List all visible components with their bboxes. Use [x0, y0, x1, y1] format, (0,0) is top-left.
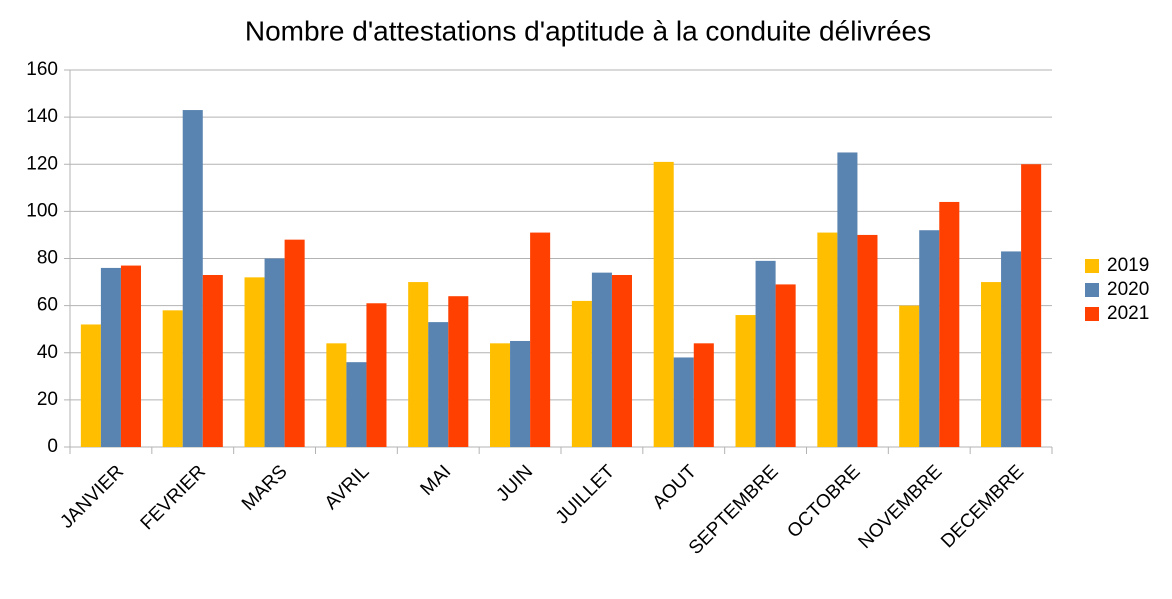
bar [611, 274, 632, 447]
bar [162, 310, 183, 447]
bar [428, 322, 449, 447]
y-tick-label: 60 [37, 295, 58, 316]
bar [837, 152, 858, 447]
bar [202, 274, 223, 447]
bar [80, 324, 101, 447]
x-tick-label: DECEMBRE [937, 461, 1028, 552]
legend-swatch [1085, 259, 1099, 273]
x-tick-label: NOVEMBRE [855, 461, 947, 553]
bar [919, 230, 940, 447]
bar [510, 340, 531, 447]
legend-swatch [1085, 283, 1099, 297]
bar [100, 267, 121, 447]
y-tick-label: 20 [37, 389, 58, 410]
x-tick-label: OCTOBRE [783, 461, 864, 542]
bar [673, 357, 694, 447]
legend-label: 2020 [1107, 279, 1149, 300]
bar [530, 232, 551, 447]
bar [490, 343, 511, 447]
bar [653, 161, 674, 448]
y-tick-label: 120 [26, 153, 58, 174]
legend-swatch [1085, 307, 1099, 321]
legend-label: 2019 [1107, 255, 1149, 276]
bar [182, 110, 203, 448]
x-tick-label: MAI [417, 461, 456, 500]
bar [346, 362, 367, 447]
bar [571, 300, 592, 447]
bar [244, 277, 265, 447]
bar [981, 282, 1002, 447]
bar [735, 315, 756, 447]
y-tick-label: 160 [26, 59, 58, 80]
x-tick-label: JANVIER [56, 461, 128, 533]
chart-title: Nombre d'attestations d'aptitude à la co… [245, 15, 931, 46]
bar [899, 305, 920, 447]
x-tick-label: FEVRIER [137, 461, 210, 534]
bar [817, 232, 838, 447]
bar [264, 258, 285, 447]
bar [120, 265, 141, 447]
y-tick-label: 0 [47, 436, 58, 457]
y-tick-label: 140 [26, 106, 58, 127]
x-tick-label: JUIN [492, 461, 537, 506]
bar [857, 234, 878, 447]
bar [939, 201, 960, 447]
y-tick-label: 100 [26, 200, 58, 221]
bar [1001, 251, 1022, 447]
legend-label: 2021 [1107, 303, 1149, 324]
bar [1021, 164, 1042, 447]
x-tick-label: AOUT [649, 461, 701, 513]
bar [591, 272, 612, 447]
x-tick-label: AVRIL [321, 461, 374, 514]
y-tick-label: 40 [37, 342, 58, 363]
x-tick-label: MARS [238, 461, 292, 515]
bar [693, 343, 714, 447]
bar [755, 260, 776, 447]
x-tick-label: JUILLET [552, 461, 619, 528]
bar [284, 239, 305, 447]
bar [448, 296, 469, 447]
bar [408, 282, 429, 447]
y-tick-label: 80 [37, 248, 58, 269]
bar [326, 343, 347, 447]
bar [366, 303, 387, 447]
bar [775, 284, 796, 447]
